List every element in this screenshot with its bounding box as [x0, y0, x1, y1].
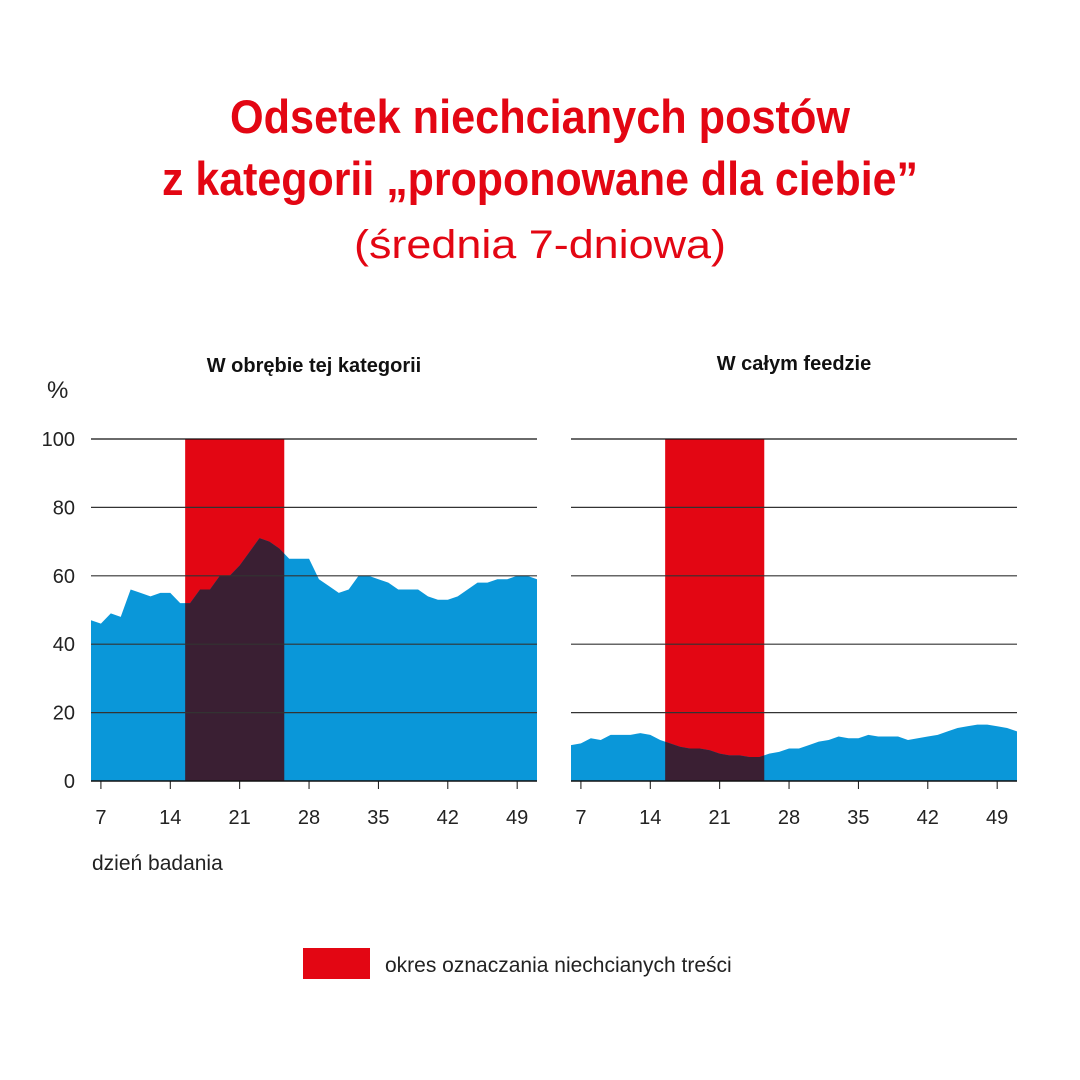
x-tick-label: 49	[986, 807, 1008, 829]
chart-title-line1: Odsetek niechcianych postów	[230, 90, 850, 143]
y-tick-label: 80	[53, 497, 75, 519]
y-tick-label: 60	[53, 566, 75, 588]
x-tick-label: 35	[847, 807, 869, 829]
legend-label: okres oznaczania niechcianych treści	[385, 954, 732, 977]
x-tick-label: 14	[639, 807, 661, 829]
chart-title-line2: z kategorii „proponowane dla ciebie”	[162, 152, 918, 205]
chart-subtitle: (średnia 7-dniowa)	[354, 223, 726, 267]
x-tick-label: 28	[778, 807, 800, 829]
panel-left: 0 20 40 60 80 100 7 14 21 28 35 42 49	[42, 429, 537, 829]
x-tick-label: 35	[367, 807, 389, 829]
y-tick-label: 100	[42, 429, 75, 451]
y-tick-label: 20	[53, 703, 75, 725]
panel-right: 7 14 21 28 35 42 49	[571, 438, 1017, 829]
x-tick-label: 49	[506, 807, 528, 829]
panel-title-right: W całym feedzie	[717, 353, 872, 375]
x-tick-label: 7	[95, 807, 106, 829]
y-tick-label: 40	[53, 634, 75, 656]
panel-title-left: W obrębie tej kategorii	[207, 355, 421, 377]
x-tick-label: 42	[917, 807, 939, 829]
y-tick-label: 0	[64, 771, 75, 793]
x-tick-label: 28	[298, 807, 320, 829]
x-tick-label: 42	[437, 807, 459, 829]
legend-swatch	[303, 948, 370, 979]
legend: okres oznaczania niechcianych treści	[303, 948, 732, 979]
x-axis-label: dzień badania	[92, 852, 223, 875]
x-tick-label: 7	[575, 807, 586, 829]
x-tick-label: 21	[709, 807, 731, 829]
highlight-band	[665, 439, 765, 781]
x-tick-label: 21	[229, 807, 251, 829]
x-tick-label: 14	[159, 807, 181, 829]
area-series	[571, 724, 1017, 781]
area-series	[91, 538, 537, 781]
y-axis-label: %	[47, 377, 68, 404]
